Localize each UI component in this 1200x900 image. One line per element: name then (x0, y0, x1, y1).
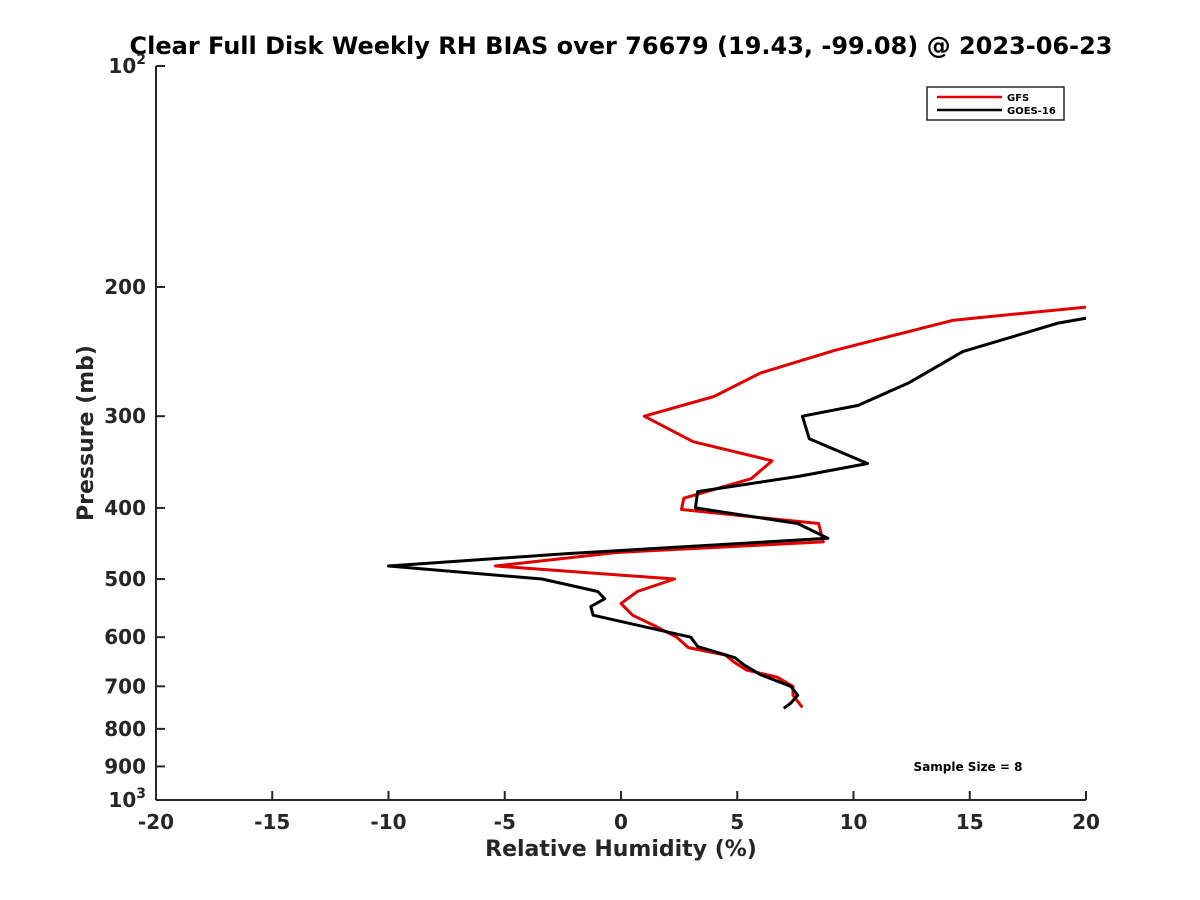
x-tick-label: 15 (956, 810, 984, 834)
x-tick-label: -20 (138, 810, 174, 834)
x-tick-label: -15 (254, 810, 290, 834)
y-tick-label: 300 (104, 404, 146, 428)
y-tick-base: 500 (104, 567, 146, 591)
x-tick-label: 20 (1072, 810, 1100, 834)
legend-label-goes-16: GOES-16 (1007, 106, 1056, 117)
y-tick-label: 200 (104, 275, 146, 299)
axes-layer: -20 -15 -10 -5 0 5 10 15 20102200300400500600700… (104, 52, 1100, 834)
y-tick-label: 103 (108, 786, 146, 812)
y-tick-base: 400 (104, 496, 146, 520)
y-tick-base: 10 (108, 54, 136, 78)
y-tick-label: 500 (104, 567, 146, 591)
y-tick-label: 600 (104, 625, 146, 649)
y-tick-exponent: 3 (136, 786, 146, 802)
legend: GFS GOES-16 (926, 86, 1065, 121)
y-tick-label: 800 (104, 717, 146, 741)
y-tick-exponent: 2 (136, 52, 146, 68)
series-line-goes-16 (387, 316, 1086, 710)
y-tick-label: 400 (104, 496, 146, 520)
y-tick-label: 900 (104, 754, 146, 778)
x-tick-label: 10 (840, 810, 868, 834)
y-tick-label: 700 (104, 674, 146, 698)
y-axis-title: Pressure (mb) (74, 345, 99, 521)
y-tick-base: 800 (104, 717, 146, 741)
series-layer (387, 305, 1086, 710)
y-tick-base: 700 (104, 674, 146, 698)
x-axis-title: Relative Humidity (%) (485, 837, 757, 862)
y-tick-base: 10 (108, 788, 136, 812)
y-tick-base: 900 (104, 754, 146, 778)
x-tick-label: -10 (370, 810, 406, 834)
chart-title: Clear Full Disk Weekly RH BIAS over 7667… (130, 32, 1113, 60)
sample-size-annotation: Sample Size = 8 (914, 760, 1023, 774)
y-tick-base: 300 (104, 404, 146, 428)
x-tick-label: 0 (614, 810, 628, 834)
x-tick-label: -5 (494, 810, 516, 834)
legend-label-gfs: GFS (1007, 93, 1029, 104)
x-tick-label: 5 (730, 810, 744, 834)
y-tick-base: 200 (104, 275, 146, 299)
y-tick-base: 600 (104, 625, 146, 649)
series-line-gfs (493, 305, 1086, 709)
y-tick-label: 102 (108, 52, 146, 78)
legend-box (926, 86, 1065, 121)
